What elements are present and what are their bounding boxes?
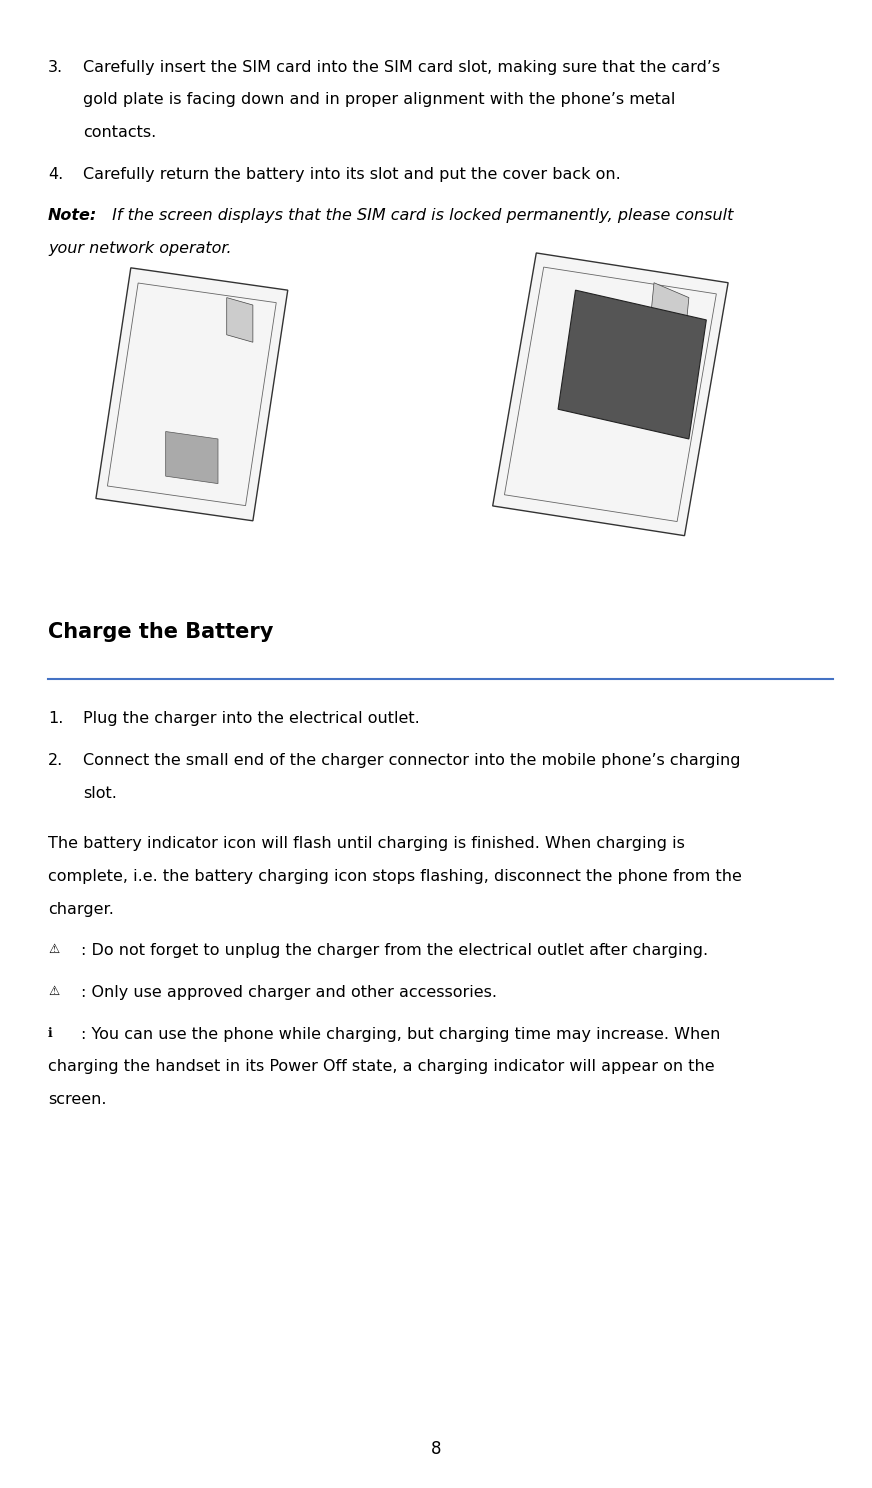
Text: your network operator.: your network operator. bbox=[48, 241, 232, 256]
Text: Note:: Note: bbox=[48, 208, 97, 223]
Text: contacts.: contacts. bbox=[83, 125, 156, 140]
Text: gold plate is facing down and in proper alignment with the phone’s metal: gold plate is facing down and in proper … bbox=[83, 92, 675, 107]
Text: 8: 8 bbox=[431, 1440, 441, 1458]
Text: Carefully insert the SIM card into the SIM card slot, making sure that the card’: Carefully insert the SIM card into the S… bbox=[83, 60, 720, 74]
Text: Plug the charger into the electrical outlet.: Plug the charger into the electrical out… bbox=[83, 711, 419, 726]
Polygon shape bbox=[558, 290, 706, 439]
Polygon shape bbox=[96, 268, 288, 521]
Text: 1.: 1. bbox=[48, 711, 64, 726]
Text: complete, i.e. the battery charging icon stops flashing, disconnect the phone fr: complete, i.e. the battery charging icon… bbox=[48, 869, 742, 884]
Text: ℹ: ℹ bbox=[48, 1027, 52, 1040]
Text: The battery indicator icon will flash until charging is finished. When charging : The battery indicator icon will flash un… bbox=[48, 836, 685, 851]
Text: charger.: charger. bbox=[48, 902, 114, 917]
Text: : You can use the phone while charging, but charging time may increase. When: : You can use the phone while charging, … bbox=[81, 1027, 720, 1042]
Text: slot.: slot. bbox=[83, 786, 117, 801]
Text: 2.: 2. bbox=[48, 753, 63, 768]
Polygon shape bbox=[227, 298, 253, 342]
Text: 4.: 4. bbox=[48, 167, 63, 182]
Text: Connect the small end of the charger connector into the mobile phone’s charging: Connect the small end of the charger con… bbox=[83, 753, 740, 768]
Text: Charge the Battery: Charge the Battery bbox=[48, 622, 273, 641]
Text: 3.: 3. bbox=[48, 60, 63, 74]
Polygon shape bbox=[650, 283, 689, 342]
Text: screen.: screen. bbox=[48, 1092, 106, 1107]
Text: ⚠: ⚠ bbox=[48, 985, 59, 998]
Text: : Only use approved charger and other accessories.: : Only use approved charger and other ac… bbox=[81, 985, 497, 1000]
Text: ⚠: ⚠ bbox=[48, 943, 59, 957]
Text: If the screen displays that the SIM card is locked permanently, please consult: If the screen displays that the SIM card… bbox=[107, 208, 733, 223]
Polygon shape bbox=[166, 432, 218, 484]
Text: : Do not forget to unplug the charger from the electrical outlet after charging.: : Do not forget to unplug the charger fr… bbox=[81, 943, 708, 958]
Text: Carefully return the battery into its slot and put the cover back on.: Carefully return the battery into its sl… bbox=[83, 167, 621, 182]
Polygon shape bbox=[493, 253, 728, 536]
Text: charging the handset in its Power Off state, a charging indicator will appear on: charging the handset in its Power Off st… bbox=[48, 1059, 714, 1074]
